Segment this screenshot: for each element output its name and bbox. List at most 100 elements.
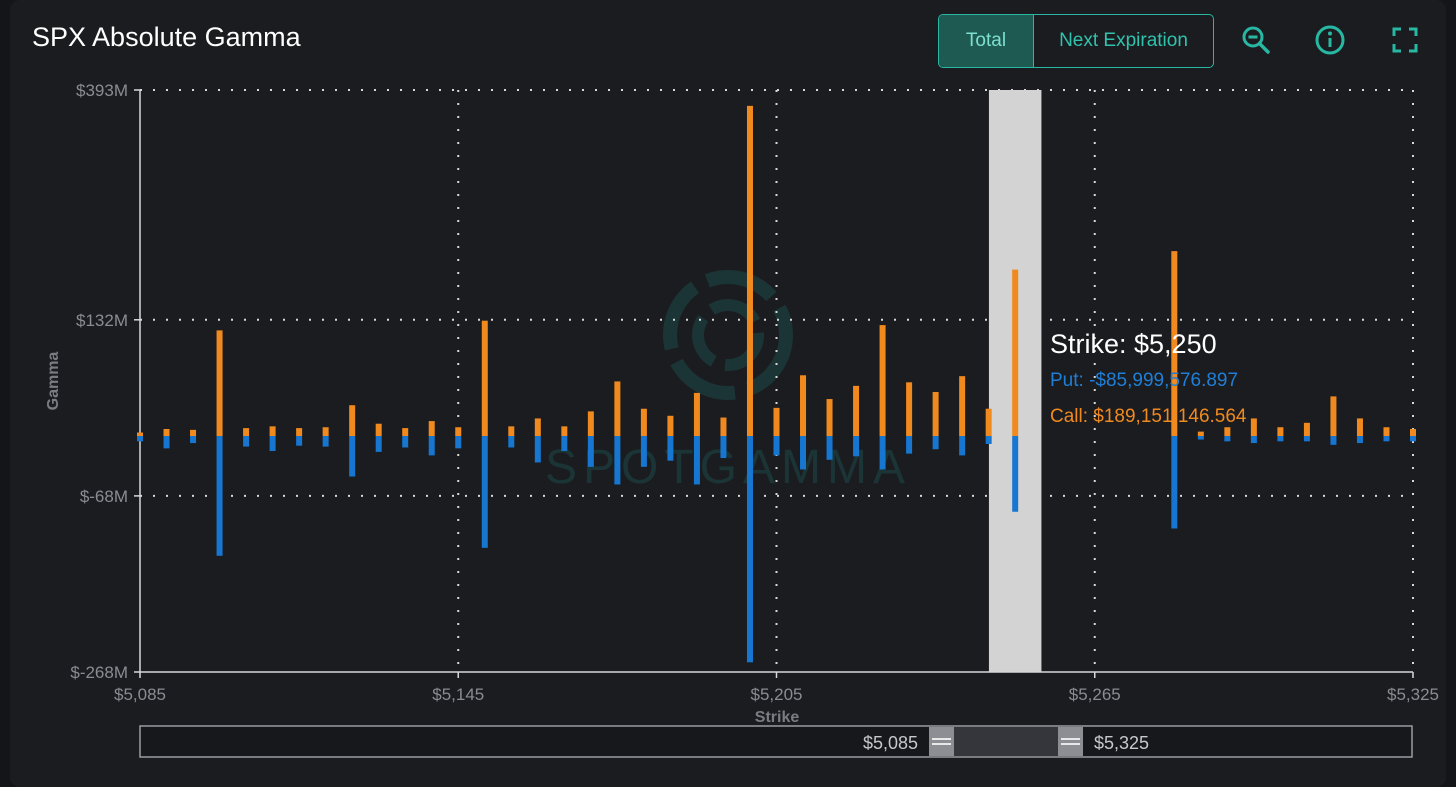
- put-bar[interactable]: [137, 436, 143, 442]
- call-bar[interactable]: [296, 428, 303, 437]
- put-bar[interactable]: [1356, 436, 1363, 444]
- x-tick-label: $5,085: [114, 685, 166, 704]
- put-bar[interactable]: [428, 436, 435, 456]
- put-bar[interactable]: [375, 436, 382, 452]
- put-bar[interactable]: [773, 436, 780, 456]
- put-bar[interactable]: [693, 436, 700, 485]
- call-bar[interactable]: [587, 411, 594, 437]
- put-bar[interactable]: [1224, 436, 1231, 442]
- put-bar[interactable]: [1197, 436, 1204, 440]
- put-bar[interactable]: [190, 436, 197, 444]
- put-bar[interactable]: [534, 436, 541, 463]
- put-bar[interactable]: [269, 436, 276, 451]
- put-bar[interactable]: [349, 436, 356, 477]
- put-bar[interactable]: [322, 436, 329, 447]
- put-bar[interactable]: [959, 436, 966, 456]
- call-bar[interactable]: [137, 432, 143, 437]
- call-bar[interactable]: [932, 392, 939, 437]
- put-bar[interactable]: [296, 436, 303, 446]
- call-bar[interactable]: [534, 418, 541, 437]
- call-bar[interactable]: [428, 421, 435, 437]
- call-bar[interactable]: [349, 405, 356, 437]
- put-bar[interactable]: [1303, 436, 1310, 442]
- call-bar[interactable]: [985, 408, 992, 437]
- put-bar[interactable]: [587, 436, 594, 467]
- put-bar[interactable]: [1250, 436, 1257, 444]
- total-button[interactable]: Total: [939, 15, 1034, 67]
- call-bar[interactable]: [1197, 431, 1204, 437]
- call-bar[interactable]: [322, 427, 329, 437]
- info-icon[interactable]: [1314, 24, 1346, 56]
- put-bar[interactable]: [402, 436, 409, 448]
- put-bar[interactable]: [455, 436, 462, 449]
- put-bar[interactable]: [720, 436, 727, 459]
- put-bar[interactable]: [640, 436, 647, 467]
- put-bar[interactable]: [481, 436, 488, 548]
- call-bar[interactable]: [1277, 427, 1284, 437]
- call-bar[interactable]: [879, 325, 886, 437]
- put-bar[interactable]: [667, 436, 674, 461]
- put-bar[interactable]: [1330, 436, 1337, 445]
- put-bar[interactable]: [906, 436, 913, 454]
- call-bar[interactable]: [826, 399, 833, 437]
- call-bar[interactable]: [1356, 418, 1363, 437]
- call-bar[interactable]: [906, 382, 913, 437]
- range-slider-handle-right[interactable]: [1058, 727, 1083, 756]
- put-bar[interactable]: [216, 436, 223, 556]
- call-bar[interactable]: [720, 417, 727, 437]
- put-bar[interactable]: [243, 436, 250, 447]
- put-bar[interactable]: [163, 436, 170, 449]
- zoom-out-icon[interactable]: [1240, 24, 1272, 56]
- call-bar[interactable]: [216, 330, 223, 437]
- call-bar[interactable]: [402, 428, 409, 437]
- range-slider[interactable]: $5,085 $5,325: [139, 725, 1413, 758]
- call-bar[interactable]: [455, 427, 462, 437]
- call-bar[interactable]: [773, 407, 780, 437]
- call-bar[interactable]: [959, 376, 966, 437]
- call-bar[interactable]: [1171, 251, 1178, 437]
- call-bar[interactable]: [243, 428, 250, 437]
- range-slider-selection[interactable]: [954, 727, 1058, 756]
- x-axis-label: Strike: [755, 709, 800, 726]
- put-bar[interactable]: [614, 436, 621, 485]
- call-bar[interactable]: [561, 426, 568, 437]
- call-bar[interactable]: [1330, 396, 1337, 437]
- call-bar[interactable]: [746, 105, 753, 437]
- put-bar[interactable]: [853, 436, 860, 457]
- next-expiration-button[interactable]: Next Expiration: [1059, 30, 1188, 51]
- call-bar[interactable]: [614, 381, 621, 437]
- call-bar[interactable]: [800, 375, 807, 437]
- call-bar[interactable]: [640, 408, 647, 437]
- put-bar[interactable]: [800, 436, 807, 470]
- call-bar[interactable]: [1012, 269, 1019, 437]
- put-bar[interactable]: [985, 436, 992, 444]
- put-bar[interactable]: [932, 436, 939, 450]
- call-bar[interactable]: [375, 423, 382, 437]
- call-bar[interactable]: [853, 385, 860, 437]
- put-bar[interactable]: [826, 436, 833, 460]
- put-bar[interactable]: [508, 436, 515, 448]
- put-bar[interactable]: [1277, 436, 1284, 442]
- call-bar[interactable]: [1303, 422, 1310, 437]
- put-bar[interactable]: [561, 436, 568, 451]
- call-bar[interactable]: [1410, 428, 1416, 437]
- range-slider-handle-left[interactable]: [929, 727, 954, 756]
- put-bar[interactable]: [1171, 436, 1178, 529]
- call-bar[interactable]: [1383, 427, 1390, 437]
- call-bar[interactable]: [163, 428, 170, 437]
- put-bar[interactable]: [1012, 436, 1019, 512]
- put-bar[interactable]: [1383, 436, 1390, 442]
- put-bar[interactable]: [746, 436, 753, 663]
- call-bar[interactable]: [190, 429, 197, 437]
- call-bar[interactable]: [508, 426, 515, 437]
- call-bar[interactable]: [481, 320, 488, 437]
- call-bar[interactable]: [1224, 427, 1231, 437]
- fullscreen-icon[interactable]: [1389, 24, 1421, 56]
- call-bar[interactable]: [693, 392, 700, 437]
- call-bar[interactable]: [667, 415, 674, 437]
- put-bar[interactable]: [879, 436, 886, 470]
- call-bar[interactable]: [269, 426, 276, 437]
- x-tick-label: $5,205: [751, 685, 803, 704]
- call-bar[interactable]: [1250, 418, 1257, 437]
- put-bar[interactable]: [1410, 436, 1416, 442]
